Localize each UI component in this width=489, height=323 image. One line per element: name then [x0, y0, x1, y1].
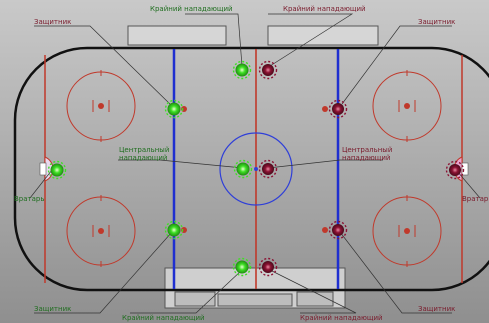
- penalty-box-right: [296, 291, 334, 307]
- player-red-wing-top: [258, 60, 278, 80]
- neutral-dot-tr: [322, 106, 328, 112]
- player-red-wing-bottom: [258, 257, 278, 277]
- rink-boards: [13, 46, 489, 292]
- player-red-center: [258, 159, 278, 179]
- faceoff-circle-bottom-right: [372, 195, 442, 267]
- label-center-green-1: Центральный: [119, 146, 169, 154]
- label-top-green-wing: Крайний нападающий: [150, 5, 233, 13]
- label-top-right-defense: Защитник: [418, 18, 455, 26]
- faceoff-circle-top-right: [372, 70, 442, 142]
- label-top-left-defense: Защитник: [34, 18, 71, 26]
- player-red-goalie: [445, 160, 465, 180]
- goal-net-left: [39, 162, 47, 176]
- bench-top-left: [127, 25, 227, 46]
- penalty-box-center: [217, 293, 293, 307]
- label-center-red-1: Центральный: [342, 146, 392, 154]
- penalty-box-left: [174, 291, 216, 307]
- bench-top-right: [267, 25, 379, 46]
- player-red-defense-bottom: [328, 220, 348, 240]
- label-bottom-left-defense: Защитник: [34, 305, 71, 313]
- player-green-wing-top: [232, 60, 252, 80]
- leader-lines: [29, 13, 481, 314]
- neutral-dot-br: [322, 227, 328, 233]
- faceoff-circle-bottom-left: [66, 195, 136, 267]
- label-bottom-green-wing: Крайний нападающий: [122, 314, 205, 322]
- center-circle: [219, 132, 293, 206]
- label-top-red-wing: Крайний нападающий: [283, 5, 366, 13]
- goal-net-right: [461, 162, 469, 176]
- label-bottom-red-wing: Крайний нападающий: [300, 314, 383, 322]
- player-green-wing-bottom: [232, 257, 252, 277]
- label-center-green-2: нападающий: [119, 154, 167, 162]
- faceoff-circle-top-left: [66, 70, 136, 142]
- label-bottom-right-defense: Защитник: [418, 305, 455, 313]
- label-goalie-right: Вратарь: [462, 195, 489, 203]
- player-green-center: [233, 159, 253, 179]
- label-goalie-left: Вратарь: [14, 195, 44, 203]
- center-faceoff-dot: [254, 167, 258, 171]
- player-green-defense-top: [164, 99, 184, 119]
- player-green-defense-bottom: [164, 220, 184, 240]
- player-green-goalie: [47, 160, 67, 180]
- label-center-red-2: нападающий: [342, 154, 390, 162]
- player-red-defense-top: [328, 99, 348, 119]
